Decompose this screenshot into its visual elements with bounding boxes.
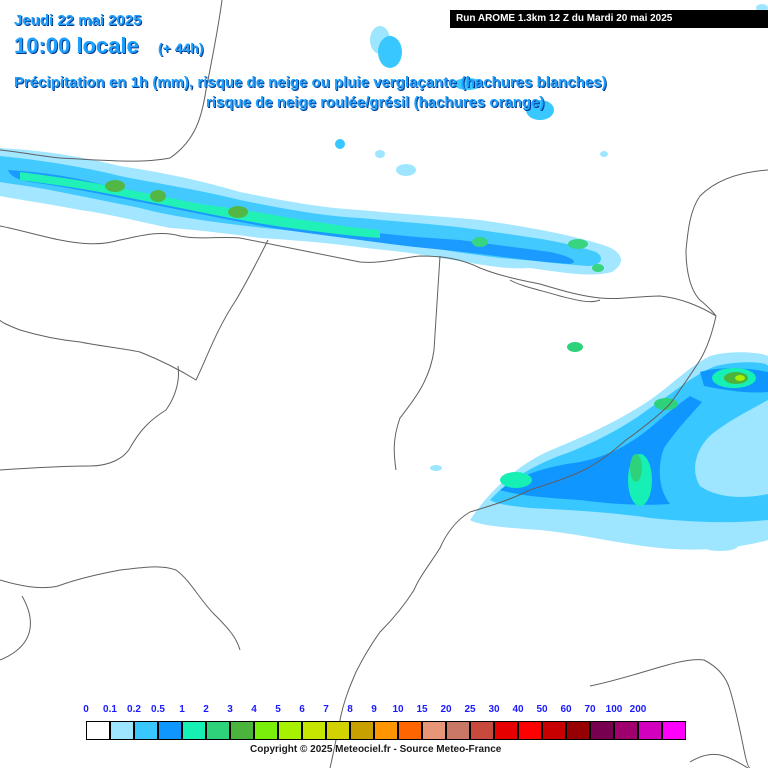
run-label: Run AROME 1.3km 12 Z du Mardi 20 mai 202… [450,10,768,28]
forecast-offset: (+ 44h) [158,40,204,56]
legend-swatch [662,721,686,740]
legend-swatch [182,721,206,740]
legend-label: 4 [251,704,257,715]
legend-label: 7 [323,704,329,715]
legend-label: 40 [512,704,524,715]
copyright-text: Copyright © 2025 Meteociel.fr - Source M… [250,744,502,755]
legend-label: 20 [440,704,452,715]
legend-swatch [206,721,230,740]
legend-swatch [398,721,422,740]
legend-label: 100 [605,704,623,715]
precip-mediterranean [470,342,768,551]
legend-label: 3 [227,704,233,715]
forecast-date: Jeudi 22 mai 2025 [14,12,142,29]
legend-label: 60 [560,704,572,715]
legend-swatch [86,721,110,740]
legend-swatch [638,721,662,740]
legend-swatch [566,721,590,740]
legend-label: 0.2 [127,704,141,715]
legend-swatch [254,721,278,740]
legend-swatch [158,721,182,740]
legend-label: 0.5 [151,704,165,715]
legend-label: 5 [275,704,281,715]
legend-swatch [374,721,398,740]
legend-label: 6 [299,704,305,715]
precipitation-legend: 0 0.1 0.2 0.5 1 2 3 4 5 6 7 8 9 10 15 20 25 30 40 50 60 70 100… [83,704,688,740]
legend-swatch [422,721,446,740]
legend-label: 0.1 [103,704,117,715]
legend-swatch [302,721,326,740]
map-description-line2: risque de neige roulée/grésil (hachures … [206,94,545,111]
legend-swatch [278,721,302,740]
legend-label: 0 [83,704,89,715]
legend-label: 1 [179,704,185,715]
legend-label: 200 [629,704,647,715]
legend-label: 8 [347,704,353,715]
legend-label: 9 [371,704,377,715]
legend-swatch [614,721,638,740]
legend-swatch [134,721,158,740]
legend-swatch [542,721,566,740]
legend-swatch [470,721,494,740]
legend-swatch [590,721,614,740]
legend-swatch [518,721,542,740]
legend-swatch [110,721,134,740]
legend-label: 50 [536,704,548,715]
legend-label: 15 [416,704,428,715]
legend-label: 10 [392,704,404,715]
legend-swatch [446,721,470,740]
map-description-line1: Précipitation en 1h (mm), risque de neig… [14,74,607,91]
legend-label: 30 [488,704,500,715]
legend-label: 70 [584,704,596,715]
legend-swatch [230,721,254,740]
legend-swatch [494,721,518,740]
legend-swatch [326,721,350,740]
legend-label: 2 [203,704,209,715]
forecast-time: 10:00 locale [14,33,139,58]
legend-swatch [350,721,374,740]
legend-label: 25 [464,704,476,715]
precip-pyrenees-band [0,148,622,275]
precip-scattered-cells [335,4,768,471]
